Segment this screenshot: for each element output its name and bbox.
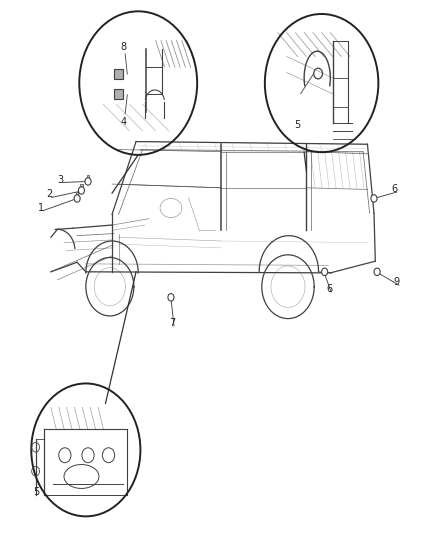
Circle shape [321,268,328,276]
Bar [76,192,78,198]
Text: 2: 2 [46,189,53,199]
Text: 1: 1 [38,203,44,213]
Bar [80,184,83,190]
Circle shape [85,177,91,185]
Circle shape [371,195,377,202]
Text: 6: 6 [326,284,332,294]
Circle shape [78,187,85,194]
Text: 9: 9 [394,277,400,287]
Text: 3: 3 [57,174,64,184]
Circle shape [74,195,80,202]
Text: 7: 7 [169,318,175,328]
Text: 4: 4 [121,117,127,126]
Bar [114,90,123,99]
Text: 8: 8 [121,42,127,52]
Bar [114,69,123,79]
Text: 5: 5 [294,120,301,130]
Circle shape [168,294,174,301]
Circle shape [374,268,380,276]
Text: 5: 5 [33,487,40,497]
Text: 6: 6 [392,184,398,194]
Bar [87,175,89,181]
